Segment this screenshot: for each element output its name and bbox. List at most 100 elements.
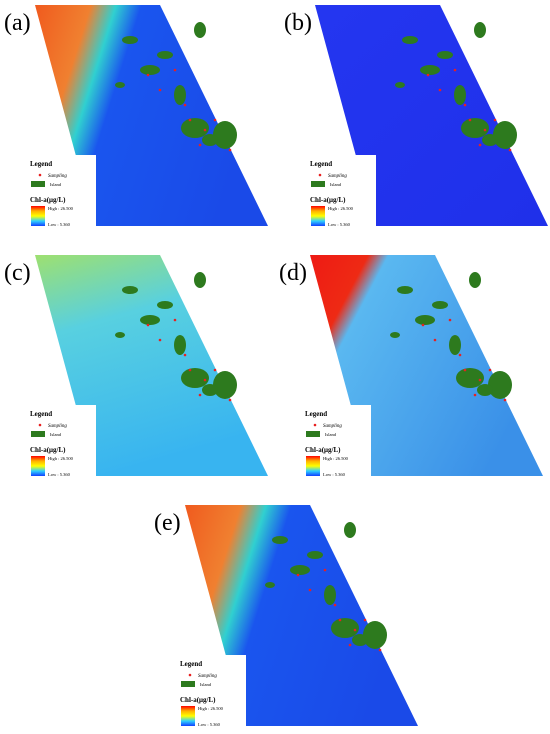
- island: [344, 522, 356, 538]
- island: [390, 332, 400, 338]
- island: [488, 371, 512, 399]
- sampling-point: [203, 378, 207, 382]
- sampling-point: [433, 338, 437, 342]
- legend-sampling-icon: [188, 673, 192, 677]
- island: [432, 301, 448, 309]
- island: [122, 286, 138, 294]
- sampling-point: [463, 103, 467, 107]
- legend-high: High : 26.500: [48, 456, 74, 461]
- panel-label: (c): [4, 260, 31, 286]
- legend-low: Low : 5.360: [323, 472, 346, 477]
- island: [363, 621, 387, 649]
- sampling-point: [468, 118, 472, 122]
- sampling-point: [146, 73, 150, 77]
- island: [437, 51, 453, 59]
- legend-island: Island: [50, 182, 62, 187]
- legend-low: Low : 5.360: [48, 222, 71, 227]
- island: [395, 82, 405, 88]
- legend-island-icon: [31, 181, 45, 187]
- sampling-point: [503, 398, 507, 402]
- legend-high: High : 26.500: [198, 706, 224, 711]
- island: [331, 618, 359, 638]
- island: [174, 335, 186, 355]
- legend-title: Legend: [310, 160, 332, 168]
- island: [352, 634, 368, 646]
- legend-high: High : 26.500: [323, 456, 349, 461]
- legend-scale-title: Chl-a(μg/L): [310, 196, 346, 204]
- sampling-point: [188, 118, 192, 122]
- legend-sampling: Sampling: [48, 424, 67, 429]
- island: [213, 121, 237, 149]
- sampling-point: [473, 393, 477, 397]
- island: [140, 315, 160, 325]
- sampling-point: [338, 618, 342, 622]
- panel-label: (e): [154, 510, 181, 536]
- sampling-point: [426, 73, 430, 77]
- sampling-point: [448, 318, 452, 322]
- map-panel: (e) Legend Sampling Island Chl-a(μg/L) High :…: [154, 505, 418, 730]
- sampling-point: [213, 118, 217, 122]
- island: [174, 85, 186, 105]
- island: [290, 565, 310, 575]
- legend-island: Island: [330, 182, 342, 187]
- legend-island-icon: [306, 431, 320, 437]
- legend-ramp: [31, 206, 45, 226]
- sampling-point: [173, 318, 177, 322]
- island: [213, 371, 237, 399]
- island: [449, 335, 461, 355]
- island: [324, 585, 336, 605]
- island: [202, 384, 218, 396]
- legend-low: Low : 5.360: [48, 472, 71, 477]
- legend-island: Island: [325, 432, 337, 437]
- legend-ramp: [181, 706, 195, 726]
- sampling-point: [463, 368, 467, 372]
- island: [194, 22, 206, 38]
- legend-sampling: Sampling: [48, 174, 67, 179]
- sampling-point: [438, 88, 442, 92]
- island: [397, 286, 413, 294]
- panel-label: (b): [284, 10, 312, 36]
- island: [469, 272, 481, 288]
- sampling-point: [421, 323, 425, 327]
- island: [157, 301, 173, 309]
- island: [456, 368, 484, 388]
- legend-island-icon: [31, 431, 45, 437]
- legend-title: Legend: [30, 160, 52, 168]
- legend-ramp: [306, 456, 320, 476]
- island: [420, 65, 440, 75]
- legend-sampling-icon: [318, 173, 322, 177]
- legend-island: Island: [50, 432, 62, 437]
- island: [402, 36, 418, 44]
- sampling-point: [348, 643, 352, 647]
- legend-ramp: [311, 206, 325, 226]
- legend-sampling-icon: [38, 423, 42, 427]
- sampling-point: [228, 148, 232, 152]
- legend-low: Low : 5.360: [328, 222, 351, 227]
- sampling-point: [158, 88, 162, 92]
- sampling-point: [508, 148, 512, 152]
- legend-scale-title: Chl-a(μg/L): [30, 446, 66, 454]
- legend-island-icon: [181, 681, 195, 687]
- island: [265, 582, 275, 588]
- island: [493, 121, 517, 149]
- sampling-point: [363, 618, 367, 622]
- island: [115, 82, 125, 88]
- legend-title: Legend: [180, 660, 202, 668]
- sampling-point: [478, 143, 482, 147]
- island: [454, 85, 466, 105]
- island: [194, 272, 206, 288]
- legend-island: Island: [200, 682, 212, 687]
- legend-sampling: Sampling: [323, 424, 342, 429]
- sampling-point: [146, 323, 150, 327]
- island: [461, 118, 489, 138]
- map-panel: (a) Legend Sampling Island Chl-a(μg/L) High :…: [4, 5, 268, 230]
- map-panel: (c) Legend Sampling Island Chl-a(μg/L) High :…: [4, 255, 268, 480]
- sampling-point: [323, 568, 327, 572]
- island: [307, 551, 323, 559]
- legend-title: Legend: [305, 410, 327, 418]
- sampling-point: [296, 573, 300, 577]
- map-panel: (d) Legend Sampling Island Chl-a(μg/L) High :…: [279, 255, 543, 480]
- sampling-point: [483, 128, 487, 132]
- sampling-point: [173, 68, 177, 72]
